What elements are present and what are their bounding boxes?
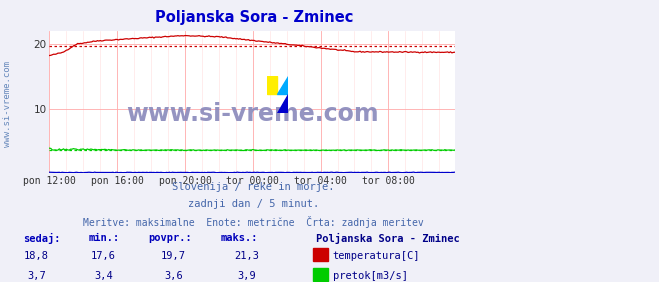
Text: pretok[m3/s]: pretok[m3/s] <box>333 271 408 281</box>
Text: Poljanska Sora - Zminec: Poljanska Sora - Zminec <box>316 233 460 244</box>
Text: 19,7: 19,7 <box>161 251 186 261</box>
Text: Meritve: maksimalne  Enote: metrične  Črta: zadnja meritev: Meritve: maksimalne Enote: metrične Črta… <box>83 216 424 228</box>
Text: 3,9: 3,9 <box>238 271 256 281</box>
Text: min.:: min.: <box>89 233 120 243</box>
Bar <box>267 76 277 94</box>
Text: www.si-vreme.com: www.si-vreme.com <box>126 102 378 125</box>
Text: maks.:: maks.: <box>221 233 258 243</box>
Text: temperatura[C]: temperatura[C] <box>333 251 420 261</box>
Text: www.si-vreme.com: www.si-vreme.com <box>3 61 13 147</box>
Text: 21,3: 21,3 <box>235 251 260 261</box>
Text: sedaj:: sedaj: <box>23 233 61 244</box>
Polygon shape <box>277 94 288 113</box>
Text: 3,6: 3,6 <box>164 271 183 281</box>
Text: Slovenija / reke in morje.: Slovenija / reke in morje. <box>173 182 335 192</box>
Text: 3,7: 3,7 <box>27 271 45 281</box>
Text: 3,4: 3,4 <box>94 271 113 281</box>
Text: 18,8: 18,8 <box>24 251 49 261</box>
Text: 17,6: 17,6 <box>91 251 116 261</box>
Polygon shape <box>277 76 288 94</box>
Text: Poljanska Sora - Zminec: Poljanska Sora - Zminec <box>154 10 353 25</box>
Text: zadnji dan / 5 minut.: zadnji dan / 5 minut. <box>188 199 320 209</box>
Text: povpr.:: povpr.: <box>148 233 192 243</box>
